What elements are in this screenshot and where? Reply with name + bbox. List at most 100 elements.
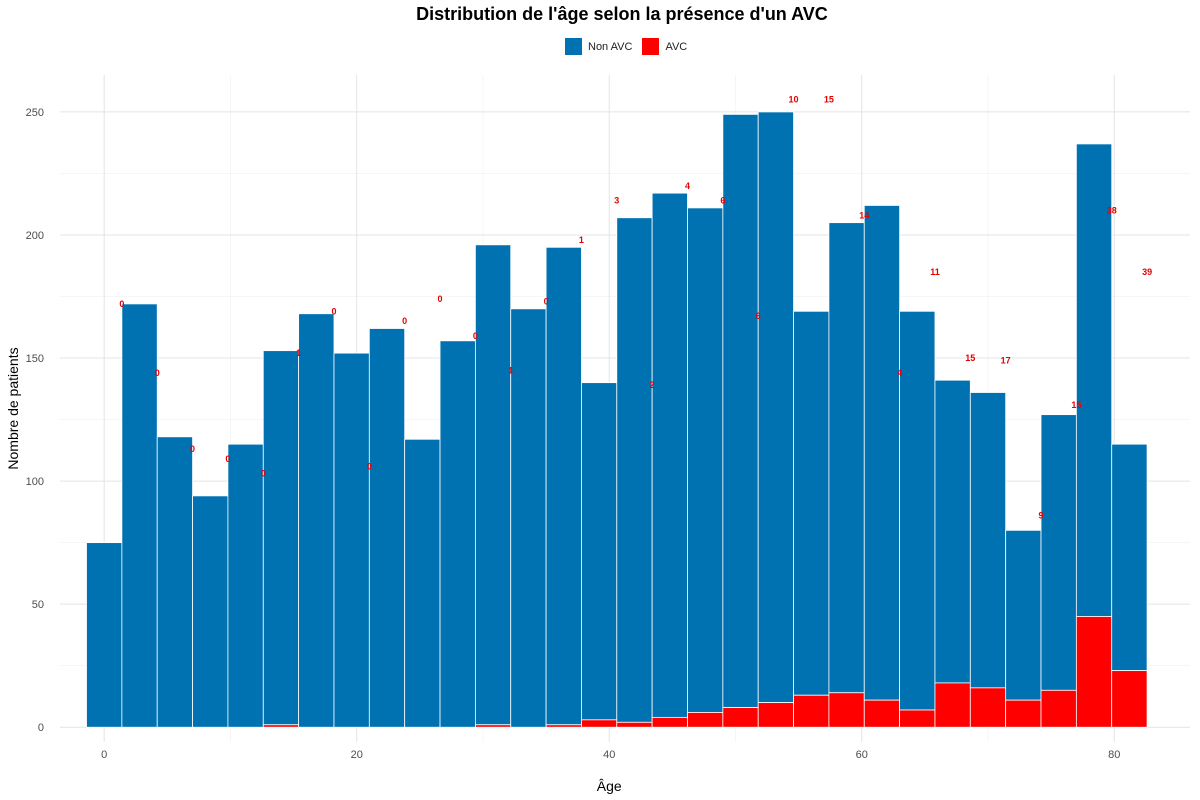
data-label: 4	[685, 181, 690, 191]
data-label: 39	[1142, 267, 1152, 277]
bar-non-avc	[1040, 414, 1077, 691]
bar-non-avc	[510, 308, 547, 728]
bar-avc	[651, 716, 688, 728]
bar-non-avc	[368, 328, 406, 728]
bar-avc	[616, 721, 653, 728]
data-label: 0	[119, 299, 124, 309]
bar-avc	[1111, 670, 1148, 728]
bar-avc	[899, 709, 936, 728]
bar-avc	[793, 694, 830, 728]
bar-non-avc	[298, 313, 335, 728]
bar-non-avc	[1005, 529, 1042, 701]
bar-non-avc	[121, 303, 158, 728]
data-label: 0	[261, 469, 266, 479]
x-axis-title: Âge	[597, 778, 622, 794]
data-label: 11	[930, 267, 940, 277]
data-label: 0	[473, 331, 478, 341]
bar-non-avc	[687, 207, 724, 713]
bar-non-avc	[651, 192, 688, 718]
legend-item-non-avc: Non AVC	[565, 38, 632, 55]
bar-avc	[863, 699, 901, 728]
y-axis-title: Nombre de patients	[5, 347, 21, 469]
bar-non-avc	[474, 244, 512, 726]
data-label: 15	[1071, 400, 1081, 410]
bar-avc	[1040, 689, 1077, 728]
bar-non-avc	[545, 246, 582, 726]
bar-avc	[1005, 699, 1042, 728]
data-label: 0	[225, 454, 230, 464]
x-tick-label: 20	[351, 749, 363, 761]
legend-swatch-avc	[642, 38, 660, 55]
bar-avc	[722, 707, 759, 728]
x-tick-label: 80	[1108, 749, 1120, 761]
data-label: 10	[789, 95, 799, 105]
data-label: 0	[190, 444, 195, 454]
data-label: 0	[367, 461, 372, 471]
bar-non-avc	[1075, 143, 1113, 617]
bar-avc	[934, 682, 971, 728]
data-label: 4	[897, 368, 902, 378]
bar-non-avc	[722, 113, 759, 708]
data-label: 1	[579, 235, 584, 245]
data-label: 3	[614, 196, 619, 206]
x-tick-label: 40	[603, 749, 615, 761]
bar-avc	[262, 724, 300, 728]
data-label: 1	[296, 348, 301, 358]
data-label: 17	[1001, 356, 1011, 366]
bar-non-avc	[192, 495, 229, 728]
chart-title: Distribution de l'âge selon la présence …	[416, 4, 828, 24]
data-label: 6	[756, 311, 761, 321]
bar-avc	[581, 719, 618, 728]
data-label: 0	[438, 294, 443, 304]
bar-avc	[828, 692, 865, 728]
bar-non-avc	[404, 438, 441, 728]
data-label: 1	[508, 365, 513, 375]
legend-swatch-non-avc	[565, 38, 582, 55]
bar-non-avc	[86, 542, 123, 728]
data-label: 14	[859, 210, 869, 220]
bar-avc	[474, 724, 512, 728]
bar-avc	[969, 687, 1007, 728]
y-tick-label: 150	[26, 353, 44, 365]
bar-avc	[757, 702, 794, 728]
bar-non-avc	[227, 443, 264, 728]
bar-avc	[687, 712, 724, 728]
y-tick-label: 0	[38, 722, 44, 734]
bar-non-avc	[863, 205, 901, 701]
x-tick-label: 60	[856, 749, 868, 761]
bar-non-avc	[828, 222, 865, 694]
bar-non-avc	[969, 392, 1007, 689]
legend-item-avc: AVC	[642, 38, 687, 55]
legend-label-avc: AVC	[665, 40, 688, 53]
bar-avc	[545, 724, 582, 728]
bar-non-avc	[934, 379, 971, 684]
data-label: 6	[720, 196, 725, 206]
bar-non-avc	[439, 340, 476, 728]
bar-non-avc	[793, 310, 830, 696]
data-label: 0	[155, 368, 160, 378]
y-tick-label: 250	[26, 107, 44, 119]
y-tick-label: 100	[26, 476, 44, 488]
bar-non-avc	[616, 217, 653, 723]
data-label: 0	[544, 296, 549, 306]
bar-non-avc	[1111, 443, 1148, 672]
data-label: 15	[965, 353, 975, 363]
x-tick-label: 0	[101, 749, 107, 761]
data-label: 15	[824, 95, 834, 105]
bar-avc	[1075, 616, 1113, 728]
legend-label-non-avc: Non AVC	[588, 40, 633, 53]
bar-non-avc	[581, 382, 618, 721]
data-label: 0	[331, 306, 336, 316]
y-tick-label: 50	[32, 599, 44, 611]
bar-non-avc	[156, 436, 193, 728]
data-label: 2	[650, 380, 655, 390]
bar-non-avc	[899, 310, 936, 711]
bar-non-avc	[262, 350, 300, 726]
legend: Non AVC AVC	[565, 38, 697, 55]
data-label: 0	[402, 316, 407, 326]
bar-non-avc	[333, 352, 370, 728]
data-label: 9	[1039, 511, 1044, 521]
data-label: 38	[1107, 205, 1117, 215]
